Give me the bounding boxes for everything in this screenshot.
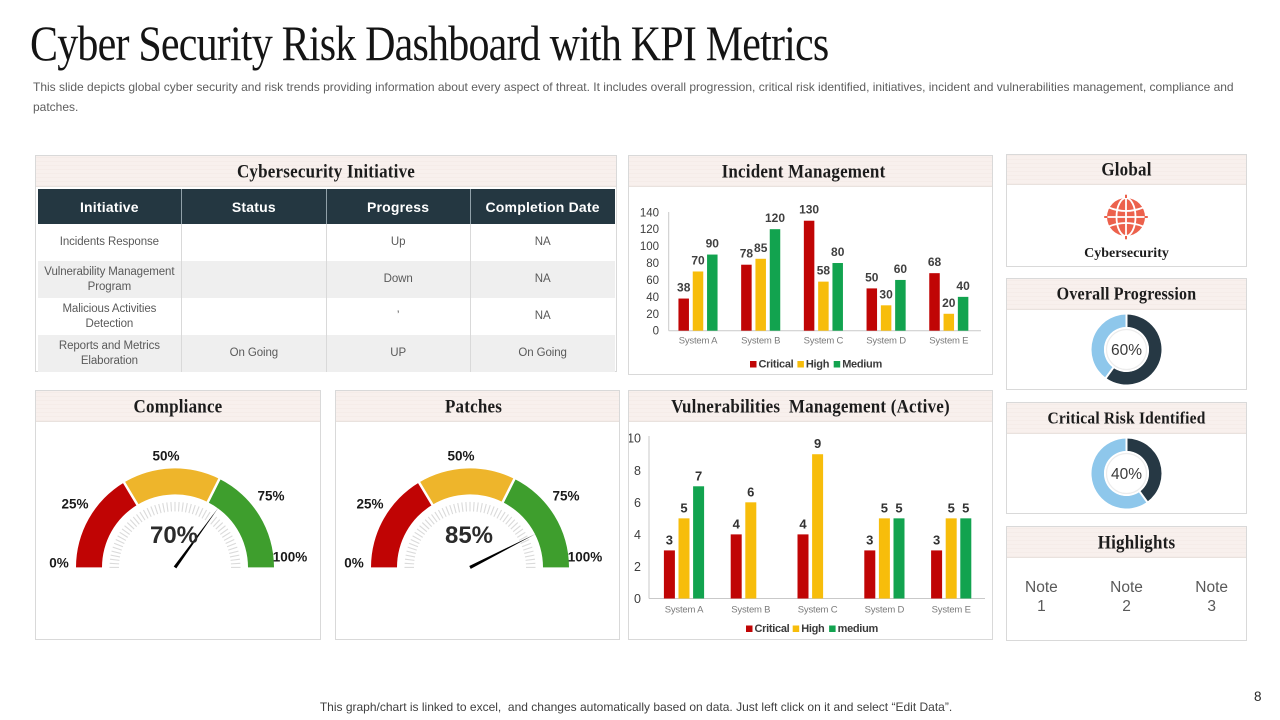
svg-text:4: 4 xyxy=(634,528,641,542)
svg-text:85%: 85% xyxy=(445,522,493,549)
svg-text:70: 70 xyxy=(691,253,705,267)
svg-text:25%: 25% xyxy=(356,496,383,511)
svg-text:50%: 50% xyxy=(447,448,474,463)
svg-text:6: 6 xyxy=(747,484,754,499)
svg-text:Critical: Critical xyxy=(755,623,790,635)
svg-text:80: 80 xyxy=(646,258,659,270)
svg-text:medium: medium xyxy=(838,623,879,635)
svg-text:System D: System D xyxy=(866,336,906,347)
svg-text:58: 58 xyxy=(817,264,831,278)
svg-text:0%: 0% xyxy=(49,555,69,570)
svg-text:30: 30 xyxy=(879,287,893,301)
svg-text:9: 9 xyxy=(814,436,821,451)
svg-text:75%: 75% xyxy=(552,488,579,503)
svg-text:50: 50 xyxy=(865,270,879,284)
svg-text:System B: System B xyxy=(731,605,770,616)
svg-text:7: 7 xyxy=(695,468,702,483)
svg-text:100: 100 xyxy=(640,241,659,253)
svg-text:120: 120 xyxy=(765,211,785,225)
svg-text:4: 4 xyxy=(799,516,807,531)
svg-text:85: 85 xyxy=(754,241,768,255)
svg-text:5: 5 xyxy=(680,500,687,515)
svg-text:6: 6 xyxy=(634,496,641,510)
svg-text:3: 3 xyxy=(933,532,940,547)
svg-text:8: 8 xyxy=(634,464,641,478)
svg-text:High: High xyxy=(801,623,825,635)
svg-text:5: 5 xyxy=(881,500,888,515)
svg-text:40: 40 xyxy=(956,279,970,293)
svg-text:70%: 70% xyxy=(150,522,198,549)
svg-text:System D: System D xyxy=(865,605,905,616)
svg-text:100%: 100% xyxy=(568,549,603,564)
svg-text:120: 120 xyxy=(640,224,659,236)
svg-text:10: 10 xyxy=(629,432,641,446)
svg-text:0: 0 xyxy=(653,326,659,338)
svg-text:60: 60 xyxy=(894,262,908,276)
svg-text:50%: 50% xyxy=(152,448,179,463)
svg-text:38: 38 xyxy=(677,281,691,295)
svg-text:System C: System C xyxy=(798,605,838,616)
svg-text:Medium: Medium xyxy=(842,359,882,371)
svg-text:System E: System E xyxy=(929,336,968,347)
svg-text:System A: System A xyxy=(679,336,718,347)
svg-text:78: 78 xyxy=(740,247,754,261)
svg-text:0%: 0% xyxy=(344,555,364,570)
svg-text:System A: System A xyxy=(665,605,704,616)
svg-text:60: 60 xyxy=(646,275,659,287)
svg-text:75%: 75% xyxy=(257,488,284,503)
svg-text:5: 5 xyxy=(948,500,955,515)
svg-text:2: 2 xyxy=(634,560,641,574)
svg-text:Critical: Critical xyxy=(759,359,794,371)
svg-text:40: 40 xyxy=(646,292,659,304)
svg-text:25%: 25% xyxy=(61,496,88,511)
svg-text:60%: 60% xyxy=(1111,342,1142,359)
svg-text:20: 20 xyxy=(942,296,956,310)
svg-text:0: 0 xyxy=(634,592,641,606)
svg-text:68: 68 xyxy=(928,255,942,269)
svg-text:140: 140 xyxy=(640,207,659,219)
svg-text:System B: System B xyxy=(741,336,780,347)
svg-text:System E: System E xyxy=(932,605,971,616)
svg-text:100%: 100% xyxy=(273,549,308,564)
svg-text:80: 80 xyxy=(831,245,845,259)
svg-text:3: 3 xyxy=(666,532,673,547)
svg-text:4: 4 xyxy=(733,516,741,531)
svg-text:5: 5 xyxy=(895,500,902,515)
svg-text:40%: 40% xyxy=(1111,466,1142,483)
svg-text:3: 3 xyxy=(866,532,873,547)
svg-text:90: 90 xyxy=(706,237,720,251)
svg-text:System C: System C xyxy=(804,336,844,347)
svg-text:5: 5 xyxy=(962,500,969,515)
svg-text:130: 130 xyxy=(799,203,819,217)
svg-text:High: High xyxy=(806,359,830,371)
svg-text:20: 20 xyxy=(646,309,659,321)
